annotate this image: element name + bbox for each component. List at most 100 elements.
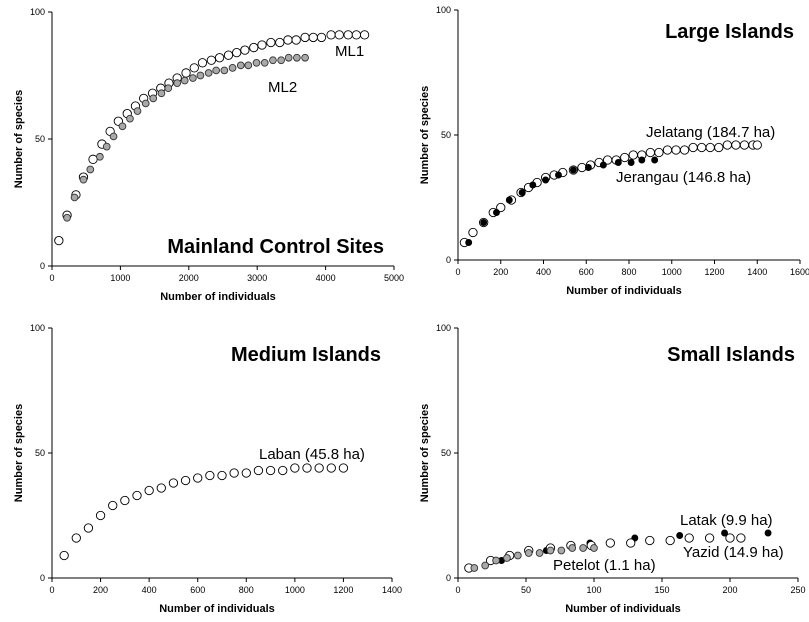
data-point — [70, 193, 79, 202]
data-point — [557, 546, 566, 555]
data-point — [275, 37, 285, 48]
data-point — [120, 495, 130, 506]
data-point — [232, 47, 242, 58]
series-annotation: Latak (9.9 ha) — [680, 512, 773, 529]
data-point — [752, 140, 762, 150]
data-point — [168, 478, 179, 488]
y-tick-label: 100 — [436, 323, 451, 333]
data-point — [676, 532, 684, 539]
series-annotation: Petelot (1.1 ha) — [553, 557, 656, 574]
y-axis-title: Number of species — [419, 86, 431, 184]
data-point — [197, 58, 208, 68]
data-point — [102, 142, 111, 151]
data-point — [584, 164, 592, 171]
x-tick-label: 600 — [579, 267, 594, 277]
data-point — [662, 145, 673, 155]
panel-title: Large Islands — [665, 21, 794, 43]
x-tick-label: 800 — [621, 267, 636, 277]
x-tick-label: 1400 — [382, 585, 402, 595]
data-point — [95, 510, 106, 521]
data-point — [118, 122, 127, 131]
x-tick-label: 150 — [654, 585, 669, 595]
data-point — [688, 142, 698, 153]
y-tick-label: 50 — [441, 448, 451, 458]
data-point — [217, 470, 227, 481]
x-axis-title: Number of individuals — [565, 603, 681, 615]
series-laban-45-8-ha — [59, 463, 349, 561]
data-point — [654, 147, 664, 158]
data-point — [252, 58, 261, 67]
data-point — [343, 30, 353, 40]
y-tick-label: 50 — [441, 130, 451, 140]
data-point — [555, 171, 562, 179]
data-point — [244, 61, 253, 70]
data-point — [470, 564, 479, 572]
data-point — [493, 209, 500, 216]
data-point — [590, 544, 598, 552]
x-tick-label: 600 — [190, 585, 205, 595]
data-point — [228, 64, 237, 72]
data-point — [326, 30, 336, 40]
data-point — [156, 483, 166, 493]
data-point — [480, 219, 488, 226]
data-point — [284, 53, 293, 62]
x-tick-label: 200 — [493, 267, 508, 277]
y-tick-label: 0 — [40, 261, 45, 271]
data-point — [645, 147, 656, 158]
x-tick-label: 4000 — [316, 273, 336, 283]
panel-small: 0 50 100 150 200 250 0 50 100 Number of individua… — [419, 323, 806, 615]
data-point — [266, 37, 276, 48]
data-point — [164, 84, 173, 93]
data-point — [253, 465, 264, 476]
x-tick-label: 400 — [536, 267, 551, 277]
data-point — [157, 89, 166, 98]
data-point — [684, 533, 694, 543]
series-ml1 — [54, 30, 370, 246]
data-point — [144, 485, 154, 496]
data-point — [293, 53, 301, 62]
data-point — [334, 30, 344, 40]
data-point — [301, 53, 309, 62]
y-tick-label: 0 — [446, 255, 451, 265]
data-point — [291, 35, 301, 45]
data-point — [739, 140, 750, 150]
data-point — [731, 140, 741, 150]
data-point — [223, 50, 234, 60]
data-point — [316, 32, 327, 43]
data-point — [704, 533, 715, 543]
data-point — [54, 235, 64, 246]
x-tick-label: 1000 — [285, 585, 305, 595]
data-point — [542, 176, 550, 184]
panel-title: Small Islands — [667, 344, 795, 366]
data-point — [278, 465, 288, 476]
data-point — [628, 150, 638, 160]
data-point — [149, 94, 158, 103]
data-point — [579, 544, 587, 552]
data-point — [338, 463, 349, 473]
data-point — [257, 40, 267, 50]
x-tick-label: 200 — [722, 585, 737, 595]
x-tick-label: 1600 — [790, 267, 809, 277]
data-point — [277, 56, 285, 65]
data-point — [468, 227, 478, 238]
data-point — [180, 475, 191, 486]
series-petelot-1-1-ha — [470, 544, 598, 572]
x-tick-label: 0 — [49, 585, 54, 595]
series-jelatang-184-7-ha — [459, 140, 762, 248]
panel-title: Medium Islands — [231, 344, 381, 366]
x-tick-label: 50 — [521, 585, 531, 595]
data-point — [529, 181, 537, 189]
data-point — [290, 463, 300, 473]
x-tick-label: 200 — [93, 585, 108, 595]
x-tick-label: 0 — [455, 585, 460, 595]
data-point — [236, 61, 245, 70]
x-tick-label: 3000 — [247, 273, 267, 283]
x-axis-title: Number of individuals — [159, 603, 275, 615]
data-point — [189, 74, 197, 82]
data-point — [241, 468, 251, 478]
x-axis-title: Number of individuals — [160, 291, 276, 303]
data-point — [109, 132, 118, 141]
x-tick-label: 800 — [239, 585, 254, 595]
data-point — [260, 58, 269, 67]
